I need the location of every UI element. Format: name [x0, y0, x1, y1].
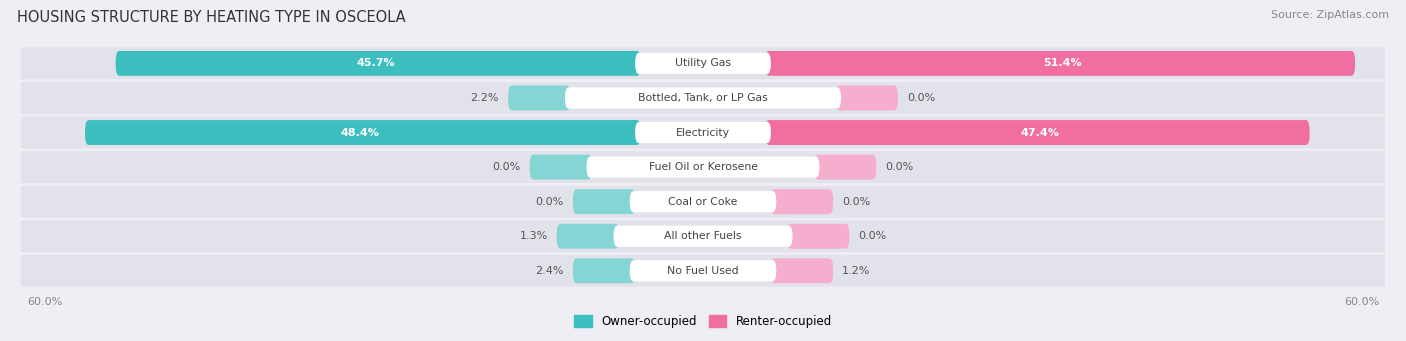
Text: HOUSING STRUCTURE BY HEATING TYPE IN OSCEOLA: HOUSING STRUCTURE BY HEATING TYPE IN OSC…	[17, 10, 405, 25]
Text: 45.7%: 45.7%	[356, 58, 395, 69]
FancyBboxPatch shape	[787, 224, 849, 249]
FancyBboxPatch shape	[770, 189, 834, 214]
Text: 2.4%: 2.4%	[536, 266, 564, 276]
Text: Electricity: Electricity	[676, 128, 730, 137]
Legend: Owner-occupied, Renter-occupied: Owner-occupied, Renter-occupied	[569, 310, 837, 333]
Text: 1.2%: 1.2%	[842, 266, 870, 276]
Text: Fuel Oil or Kerosene: Fuel Oil or Kerosene	[648, 162, 758, 172]
FancyBboxPatch shape	[765, 51, 1355, 76]
FancyBboxPatch shape	[770, 258, 834, 283]
Text: 48.4%: 48.4%	[340, 128, 380, 137]
Text: 51.4%: 51.4%	[1043, 58, 1083, 69]
Text: 0.0%: 0.0%	[859, 231, 887, 241]
FancyBboxPatch shape	[14, 151, 1392, 183]
FancyBboxPatch shape	[115, 51, 641, 76]
FancyBboxPatch shape	[636, 122, 770, 143]
FancyBboxPatch shape	[557, 224, 619, 249]
Text: No Fuel Used: No Fuel Used	[668, 266, 738, 276]
FancyBboxPatch shape	[14, 220, 1392, 252]
Text: 47.4%: 47.4%	[1021, 128, 1060, 137]
FancyBboxPatch shape	[630, 260, 776, 281]
FancyBboxPatch shape	[14, 255, 1392, 287]
Text: 0.0%: 0.0%	[536, 197, 564, 207]
FancyBboxPatch shape	[630, 191, 776, 212]
FancyBboxPatch shape	[636, 53, 770, 74]
Text: 60.0%: 60.0%	[1344, 297, 1379, 307]
FancyBboxPatch shape	[572, 189, 636, 214]
FancyBboxPatch shape	[14, 117, 1392, 148]
Text: Utility Gas: Utility Gas	[675, 58, 731, 69]
FancyBboxPatch shape	[765, 120, 1309, 145]
Text: Bottled, Tank, or LP Gas: Bottled, Tank, or LP Gas	[638, 93, 768, 103]
Text: 0.0%: 0.0%	[492, 162, 520, 172]
FancyBboxPatch shape	[586, 157, 820, 178]
Text: 0.0%: 0.0%	[907, 93, 935, 103]
Text: 2.2%: 2.2%	[471, 93, 499, 103]
FancyBboxPatch shape	[565, 87, 841, 108]
FancyBboxPatch shape	[14, 186, 1392, 218]
Text: 0.0%: 0.0%	[842, 197, 870, 207]
FancyBboxPatch shape	[530, 155, 592, 179]
Text: 0.0%: 0.0%	[886, 162, 914, 172]
FancyBboxPatch shape	[613, 226, 793, 247]
Text: 1.3%: 1.3%	[519, 231, 547, 241]
FancyBboxPatch shape	[84, 120, 641, 145]
Text: Coal or Coke: Coal or Coke	[668, 197, 738, 207]
FancyBboxPatch shape	[14, 47, 1392, 79]
FancyBboxPatch shape	[572, 258, 636, 283]
Text: Source: ZipAtlas.com: Source: ZipAtlas.com	[1271, 10, 1389, 20]
Text: All other Fuels: All other Fuels	[664, 231, 742, 241]
Text: 60.0%: 60.0%	[27, 297, 62, 307]
FancyBboxPatch shape	[508, 86, 571, 110]
FancyBboxPatch shape	[835, 86, 898, 110]
FancyBboxPatch shape	[814, 155, 876, 179]
FancyBboxPatch shape	[14, 82, 1392, 114]
